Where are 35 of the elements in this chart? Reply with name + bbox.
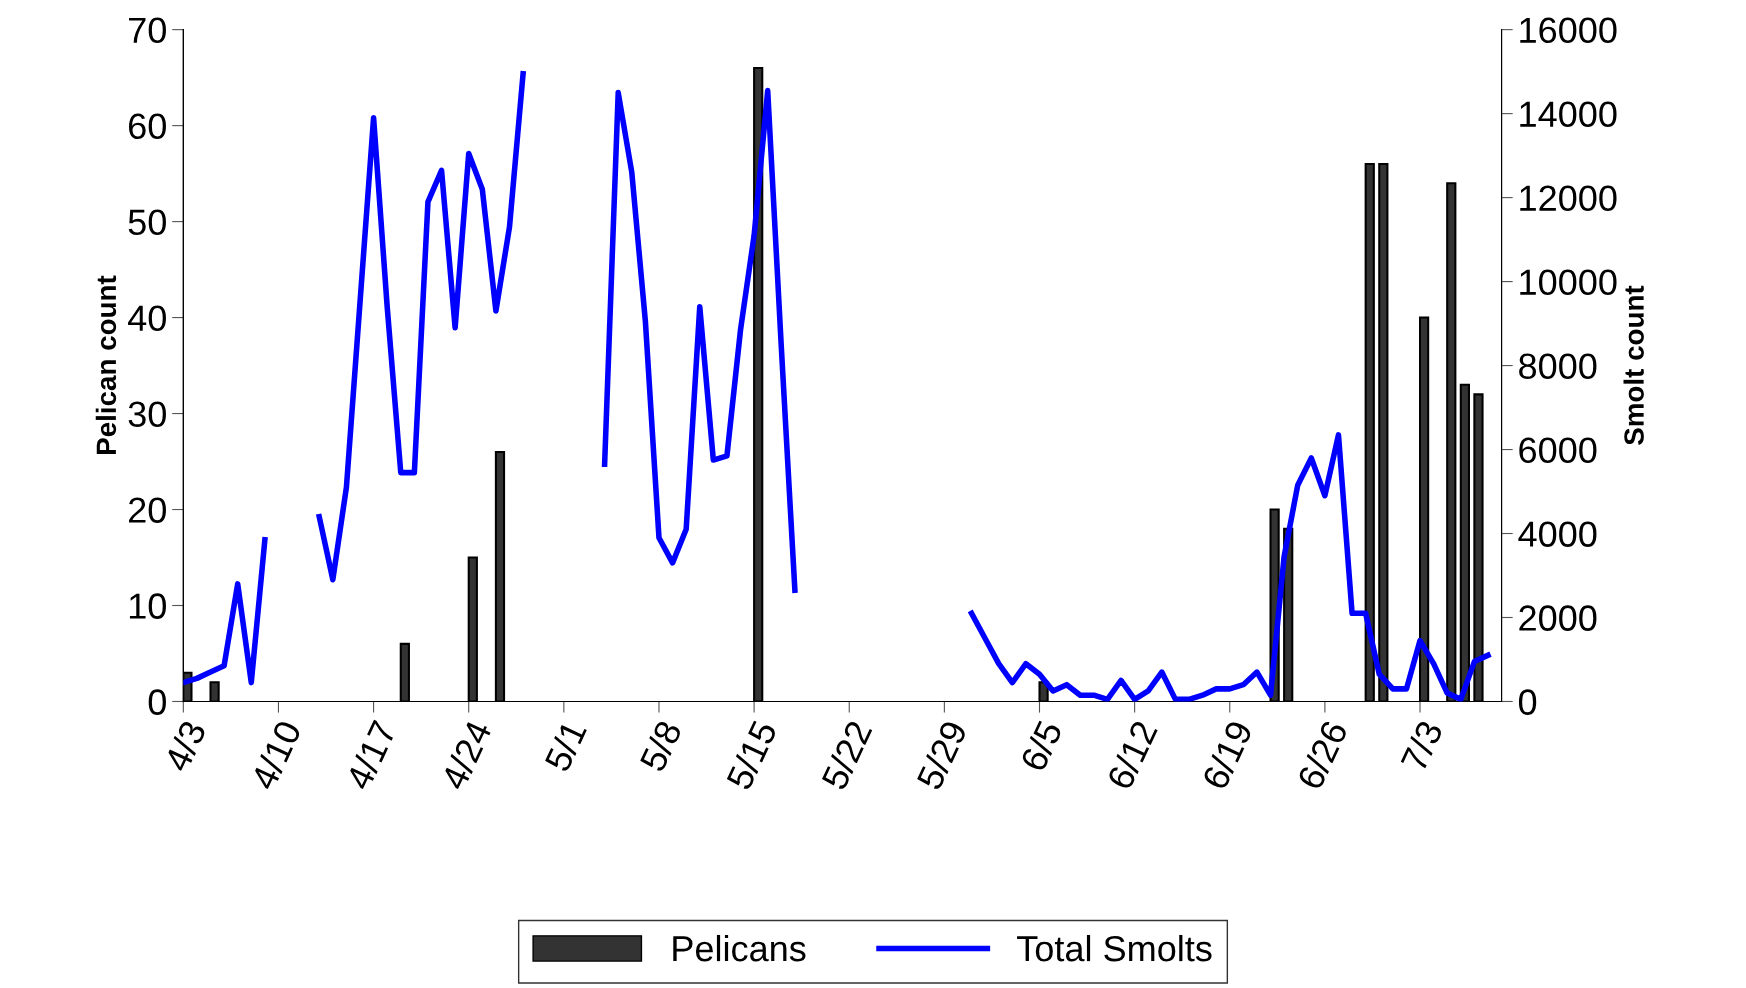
y2-tick-label: 2000 [1519,605,1597,631]
x-tick-label: 4/3 [162,718,207,774]
y-tick-label: 20 [129,497,166,523]
x-tick-label: 5/1 [543,719,588,773]
y2-tick-label: 16000 [1520,17,1617,44]
y2-tick-label: 10000 [1520,269,1617,296]
y2-axis-title: Smolt count [1623,285,1644,445]
x-tick-label: 6/12 [1105,719,1158,791]
y2-tick-label: 0 [1518,689,1537,715]
x-tick-label: 5/22 [820,719,873,792]
y2-tick-label: 14000 [1520,101,1617,128]
y-tick-label: 60 [129,113,166,140]
legend-label: Pelicans [673,934,806,962]
y-axis-title: Pelican count [95,275,117,454]
x-tick-label: 4/17 [344,719,397,792]
y-tick-label: 70 [129,17,166,44]
x-tick-label: 4/10 [249,718,302,792]
y-tick-label: 10 [129,593,166,619]
x-tick-label: 5/29 [915,719,968,792]
y-tick-label: 0 [148,689,166,715]
y2-tick-label: 6000 [1519,437,1597,463]
x-tick-label: 6/26 [1295,718,1349,791]
x-tick-label: 6/5 [1019,718,1063,773]
y-tick-label: 40 [128,305,166,332]
y2-tick-label: 12000 [1520,185,1617,212]
y2-tick-label: 4000 [1518,521,1597,547]
legend-label: Total Smolts [1017,934,1212,962]
y-tick-label: 30 [128,401,166,427]
y2-tick-label: 8000 [1519,353,1597,379]
x-tick-label: 6/19 [1200,719,1254,791]
x-tick-label: 5/15 [725,718,778,792]
x-tick-label: 5/8 [638,718,683,773]
x-tick-label: 4/24 [439,718,493,792]
y-tick-label: 50 [128,209,166,236]
x-tick-label: 7/3 [1399,718,1444,773]
